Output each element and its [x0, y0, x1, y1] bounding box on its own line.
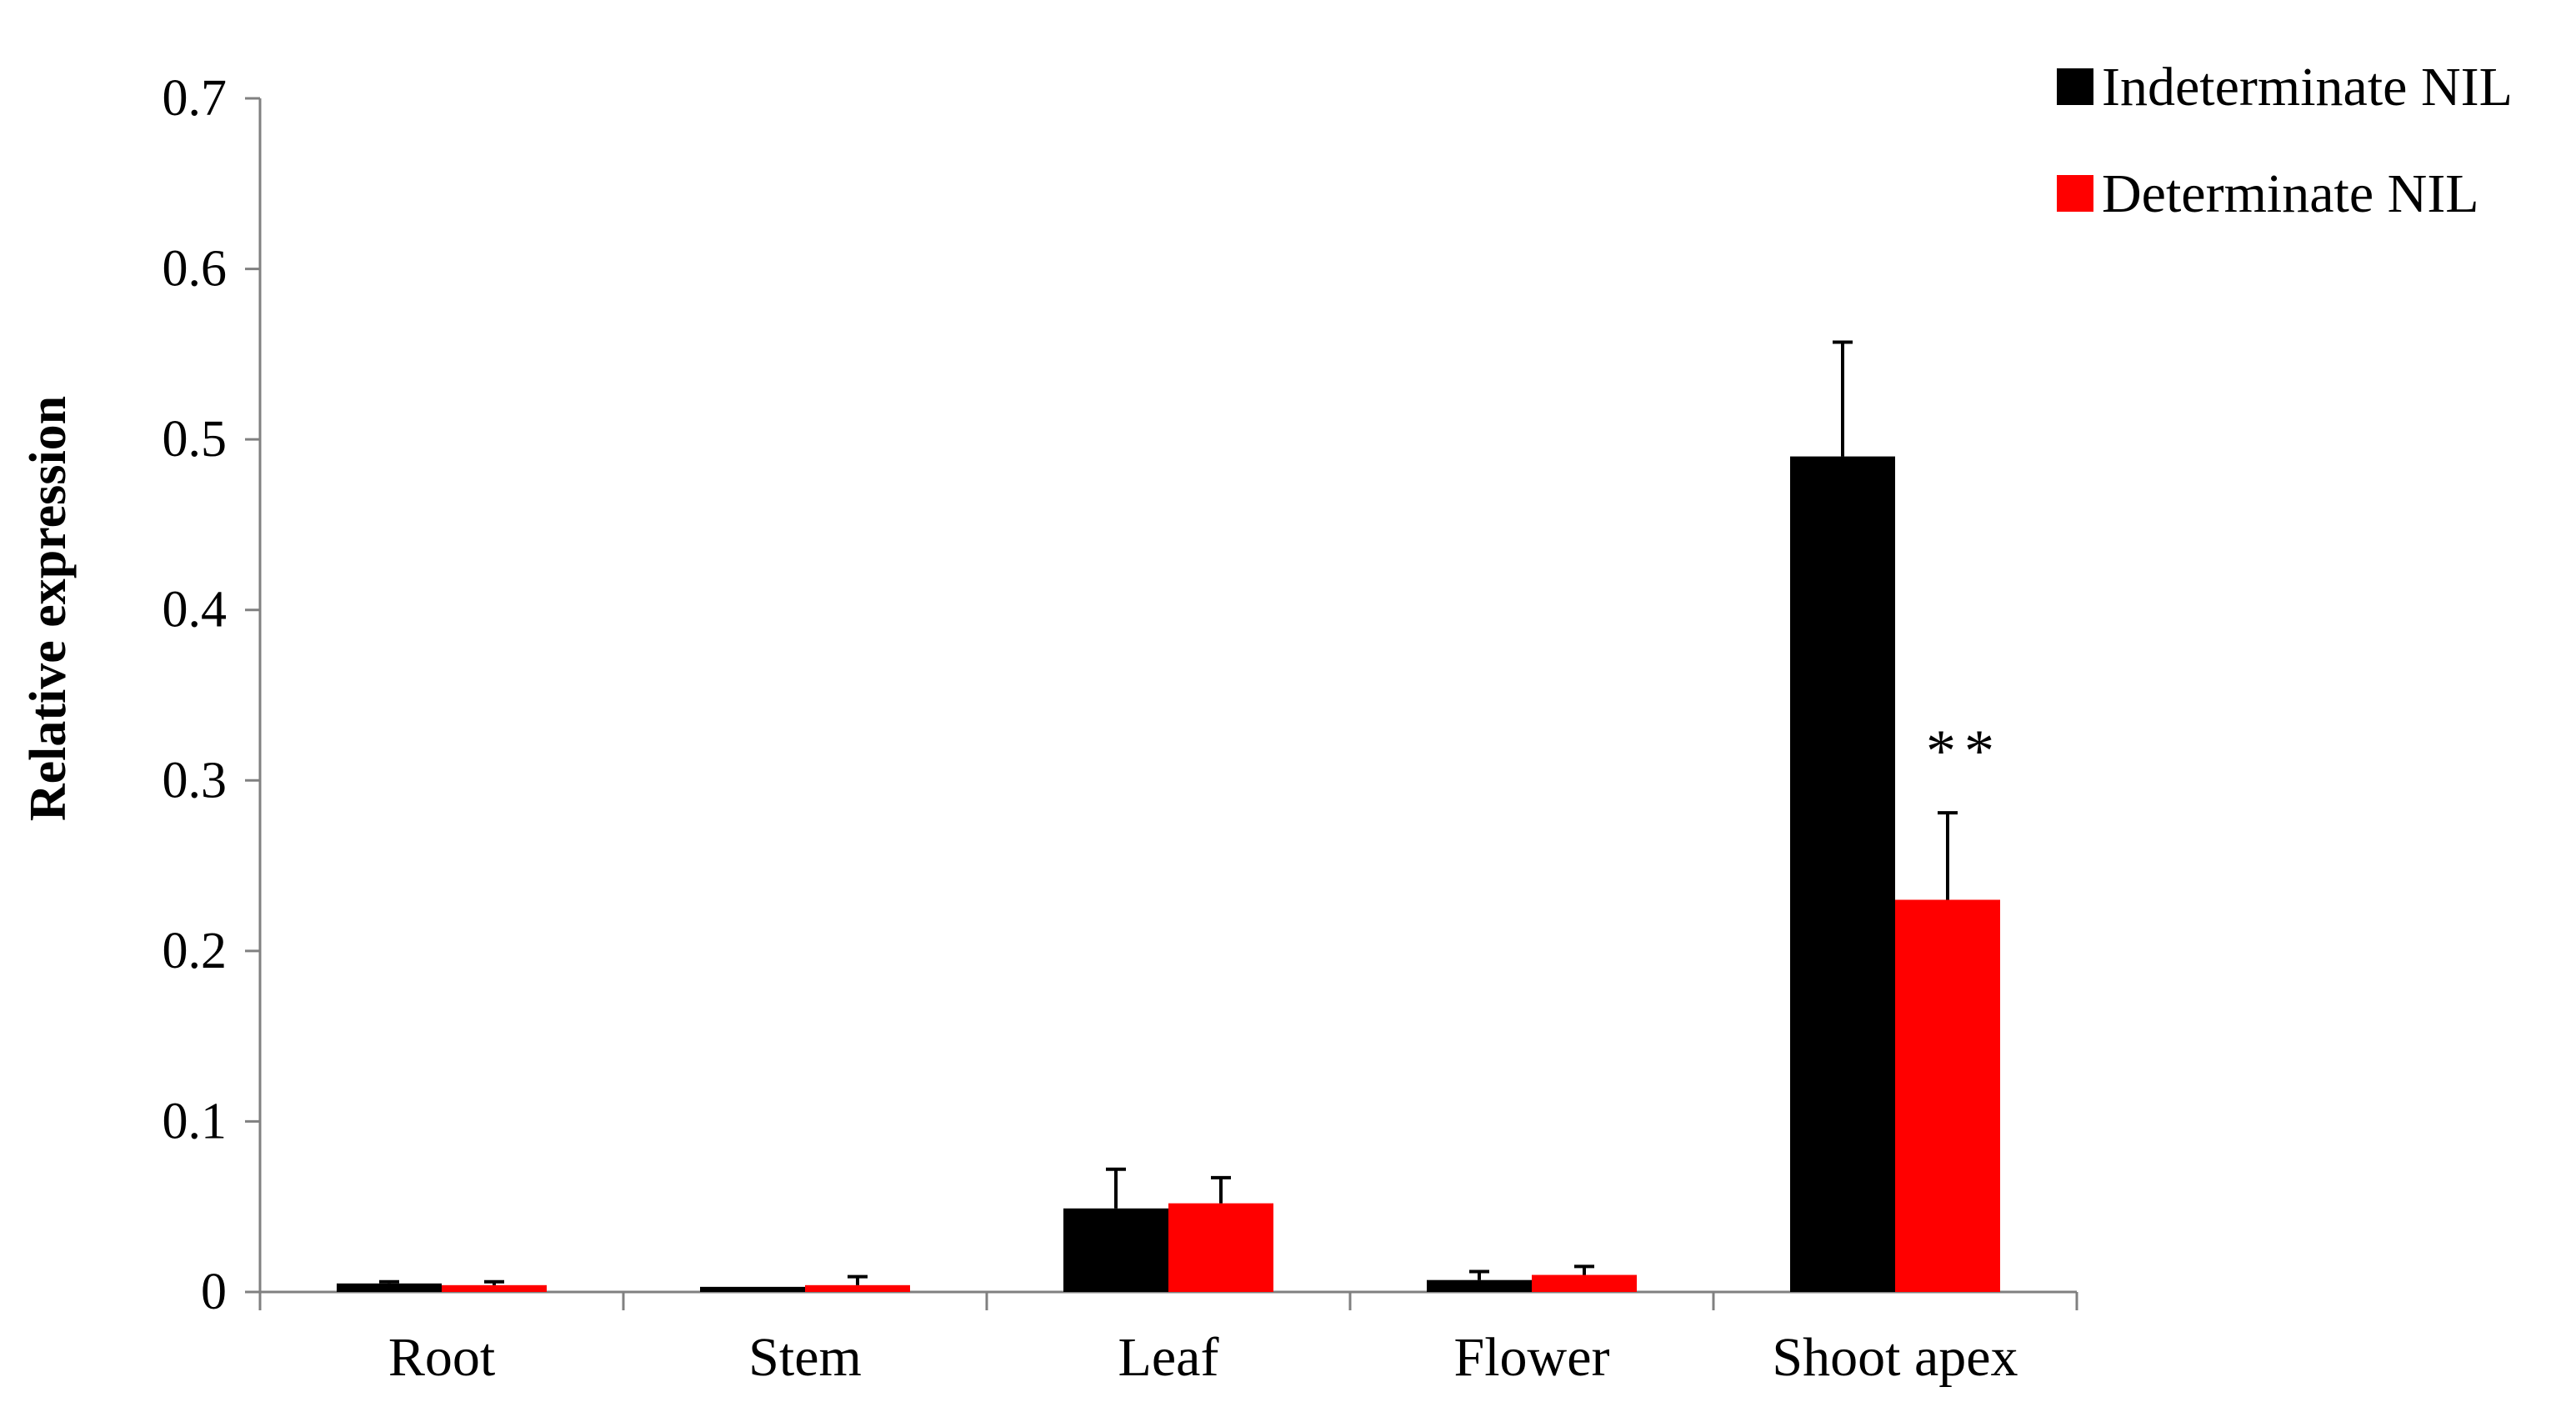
y-tick-label: 0.3	[163, 752, 228, 809]
y-tick-label: 0.7	[163, 70, 228, 127]
bar	[1895, 899, 2000, 1292]
y-tick-label: 0.2	[163, 923, 228, 979]
bar	[1532, 1274, 1637, 1292]
x-axis: Root Stem Leaf Flower Shoot apex	[258, 1290, 2078, 1388]
y-tick-label: 0.4	[163, 582, 228, 638]
bar	[700, 1286, 805, 1292]
bar	[1427, 1279, 1532, 1292]
x-category-label: Root	[388, 1327, 495, 1388]
bar	[1168, 1203, 1273, 1292]
y-axis: 0 0.1 0.2 0.3 0.4 0.5 0.6 0.7	[163, 70, 262, 1320]
bar	[1063, 1208, 1168, 1292]
significance-annotation: **	[1926, 718, 2003, 784]
legend-label: Indeterminate NIL	[2102, 57, 2513, 118]
legend-label: Determinate NIL	[2102, 163, 2479, 224]
bar	[442, 1284, 547, 1292]
x-category-label: Stem	[748, 1327, 862, 1388]
y-tick-label: 0.1	[163, 1093, 228, 1149]
error-bars-group	[379, 340, 1958, 1285]
bar	[1790, 456, 1895, 1292]
legend-swatch	[2057, 68, 2093, 105]
x-category-label: Leaf	[1118, 1327, 1219, 1388]
x-category-label: Shoot apex	[1772, 1327, 2018, 1388]
legend: Indeterminate NIL Determinate NIL	[2057, 57, 2513, 224]
y-tick-label: 0.6	[163, 241, 228, 298]
x-category-label: Flower	[1454, 1327, 1610, 1388]
y-tick-label: 0.5	[163, 411, 228, 468]
bars-group	[337, 456, 2000, 1292]
y-tick-label: 0	[201, 1264, 227, 1320]
bar	[337, 1283, 442, 1292]
bar	[805, 1284, 910, 1292]
annotations-group: **	[1926, 718, 2003, 784]
y-axis-title: Relative expression	[20, 396, 77, 821]
legend-swatch	[2057, 175, 2093, 212]
